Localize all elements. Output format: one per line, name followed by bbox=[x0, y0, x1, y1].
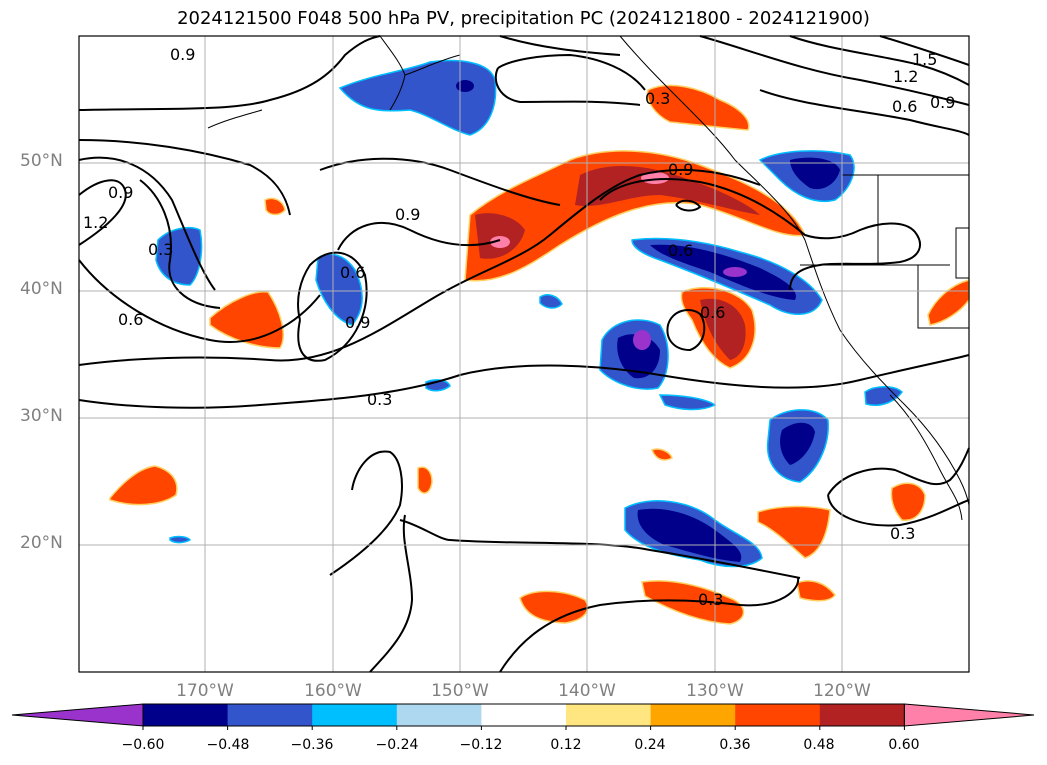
colorbar-bin bbox=[312, 704, 398, 726]
colorbar-tick-label: 0.12 bbox=[550, 737, 582, 753]
map-title: 2024121500 F048 500 hPa PV, precipitatio… bbox=[177, 8, 870, 29]
colorbar-bin bbox=[227, 704, 313, 726]
contour-label: 0.9 bbox=[930, 93, 955, 112]
contour-label: 0.6 bbox=[668, 241, 693, 260]
colorbar-extend-high bbox=[903, 703, 1035, 727]
lon-label-130w: 130°W bbox=[686, 681, 744, 701]
colorbar-tick-label: −0.12 bbox=[459, 737, 503, 753]
plot-area bbox=[79, 36, 969, 672]
colorbar-extend-low bbox=[11, 703, 144, 727]
contour-label: 0.6 bbox=[892, 97, 917, 116]
lat-label-30n: 30°N bbox=[20, 406, 63, 426]
contour-label: 0.6 bbox=[118, 310, 143, 329]
contour-label: 1.5 bbox=[912, 50, 937, 69]
colorbar-tick-label: 0.36 bbox=[719, 737, 751, 753]
lat-label-20n: 20°N bbox=[20, 533, 63, 553]
lon-label-120w: 120°W bbox=[813, 681, 871, 701]
lon-label-170w: 170°W bbox=[176, 681, 234, 701]
lon-label-140w: 140°W bbox=[558, 681, 616, 701]
contour-value-labels: 0.9 0.9 0.9 0.9 1.2 1.5 1.2 0.6 0.9 0.3 … bbox=[83, 45, 955, 609]
contour-label: 0.3 bbox=[698, 590, 723, 609]
contour-label: 1.2 bbox=[83, 213, 108, 232]
colorbar-border bbox=[142, 703, 905, 727]
colorbar-tick-label: −0.24 bbox=[375, 737, 419, 753]
gridlines bbox=[79, 36, 969, 672]
colorbar-tick-label: −0.60 bbox=[121, 737, 165, 753]
contour-label: 0.6 bbox=[700, 303, 725, 322]
colorbar-bin bbox=[650, 704, 736, 726]
contour-label: 0.3 bbox=[148, 240, 173, 259]
precip-shading bbox=[109, 59, 970, 625]
contour-label: 0.9 bbox=[108, 183, 133, 202]
lat-label-50n: 50°N bbox=[20, 151, 63, 171]
colorbar-bin bbox=[566, 704, 652, 726]
contour-label: 0.3 bbox=[367, 390, 392, 409]
contour-label: 0.6 bbox=[340, 263, 365, 282]
pv-contours bbox=[78, 35, 970, 673]
colorbar-bin bbox=[396, 704, 482, 726]
colorbar-bin bbox=[819, 704, 905, 726]
colorbar-bin bbox=[735, 704, 821, 726]
colorbar-bin bbox=[143, 704, 229, 726]
colorbar bbox=[11, 703, 1035, 730]
lat-label-40n: 40°N bbox=[20, 279, 63, 299]
colorbar-tick-label: 0.24 bbox=[634, 737, 666, 753]
lon-label-150w: 150°W bbox=[431, 681, 489, 701]
colorbar-tick-label: −0.48 bbox=[206, 737, 250, 753]
contour-label: 0.3 bbox=[645, 89, 670, 108]
contour-label: 0.9 bbox=[395, 205, 420, 224]
lon-label-160w: 160°W bbox=[304, 681, 362, 701]
colorbar-tick-label: 0.60 bbox=[888, 737, 920, 753]
colorbar-tick-label: −0.36 bbox=[290, 737, 334, 753]
plot-frame bbox=[78, 35, 970, 673]
colorbar-bin bbox=[481, 704, 567, 726]
contour-label: 1.2 bbox=[893, 67, 918, 86]
contour-label: 0.9 bbox=[668, 160, 693, 179]
colorbar-tick-label: 0.48 bbox=[803, 737, 835, 753]
contour-label: 0.9 bbox=[170, 45, 195, 64]
contour-label: 0.9 bbox=[345, 313, 370, 332]
contour-label: 0.3 bbox=[890, 524, 915, 543]
